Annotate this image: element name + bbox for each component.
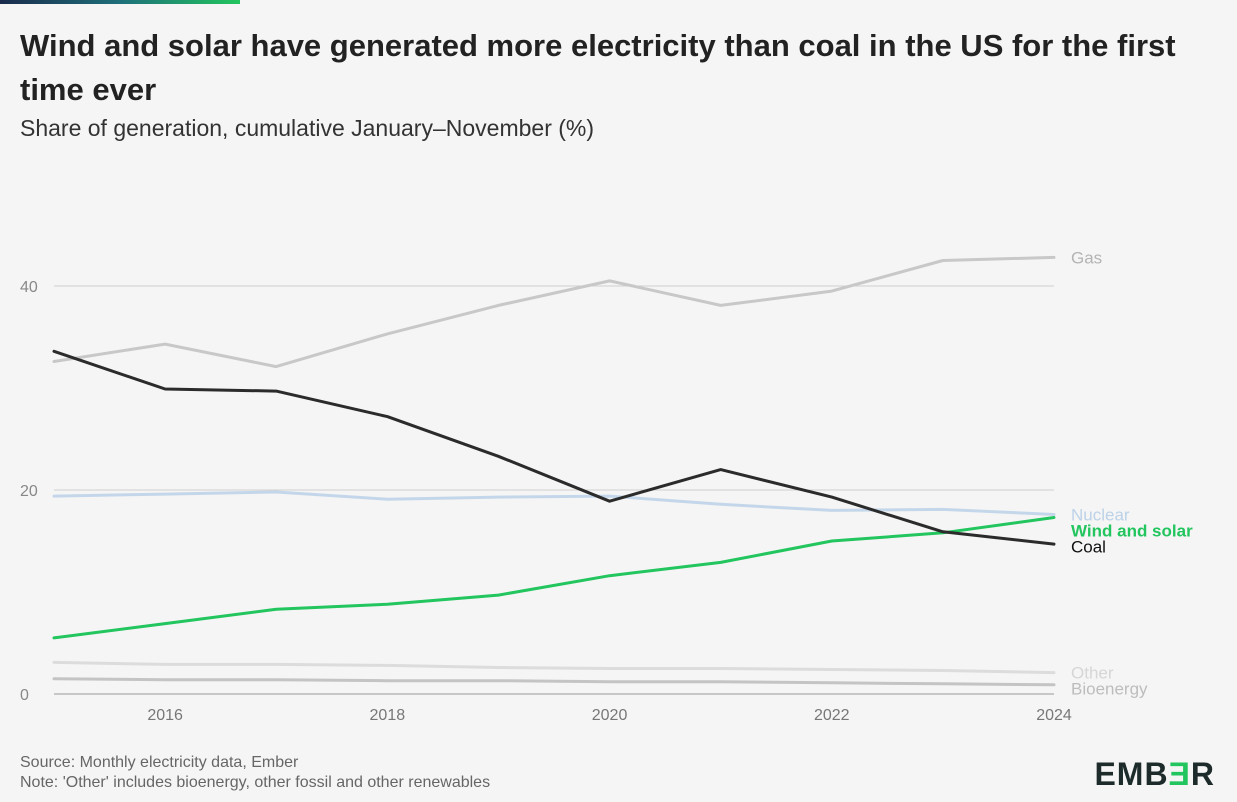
- y-tick-label-20: 20: [20, 483, 38, 500]
- series-line-nuclear: [52, 490, 1056, 516]
- series-line-bioenergy: [52, 677, 1056, 687]
- x-tick-label-2016: 2016: [147, 707, 183, 724]
- x-tick-label-2018: 2018: [370, 707, 406, 724]
- ember-logo: EMBƎR: [1094, 756, 1215, 792]
- series-line-other: [52, 660, 1056, 675]
- series-label-other: Other: [1071, 664, 1114, 683]
- series-label-wind-and-solar: Wind and solar: [1071, 521, 1193, 540]
- series-line-coal: [52, 349, 1056, 546]
- x-tick-label-2024: 2024: [1036, 707, 1072, 724]
- source-note: Source: Monthly electricity data, Ember: [20, 754, 299, 771]
- footnote: Note: 'Other' includes bioenergy, other …: [20, 774, 491, 791]
- x-tick-label-2022: 2022: [814, 707, 850, 724]
- series-line-wind-and-solar: [52, 516, 1056, 640]
- series-label-coal: Coal: [1071, 537, 1106, 556]
- chart-title: Wind and solar have generated more elect…: [20, 28, 1176, 107]
- y-tick-label-40: 40: [20, 279, 38, 296]
- series-label-gas: Gas: [1071, 248, 1102, 267]
- y-tick-label-0: 0: [20, 687, 29, 704]
- series-label-nuclear: Nuclear: [1071, 505, 1130, 524]
- chart-subtitle: Share of generation, cumulative January–…: [20, 115, 595, 141]
- series-line-gas: [52, 255, 1056, 369]
- series-label-bioenergy: Bioenergy: [1071, 680, 1148, 699]
- top-accent-bar: [0, 0, 240, 4]
- x-tick-label-2020: 2020: [592, 707, 628, 724]
